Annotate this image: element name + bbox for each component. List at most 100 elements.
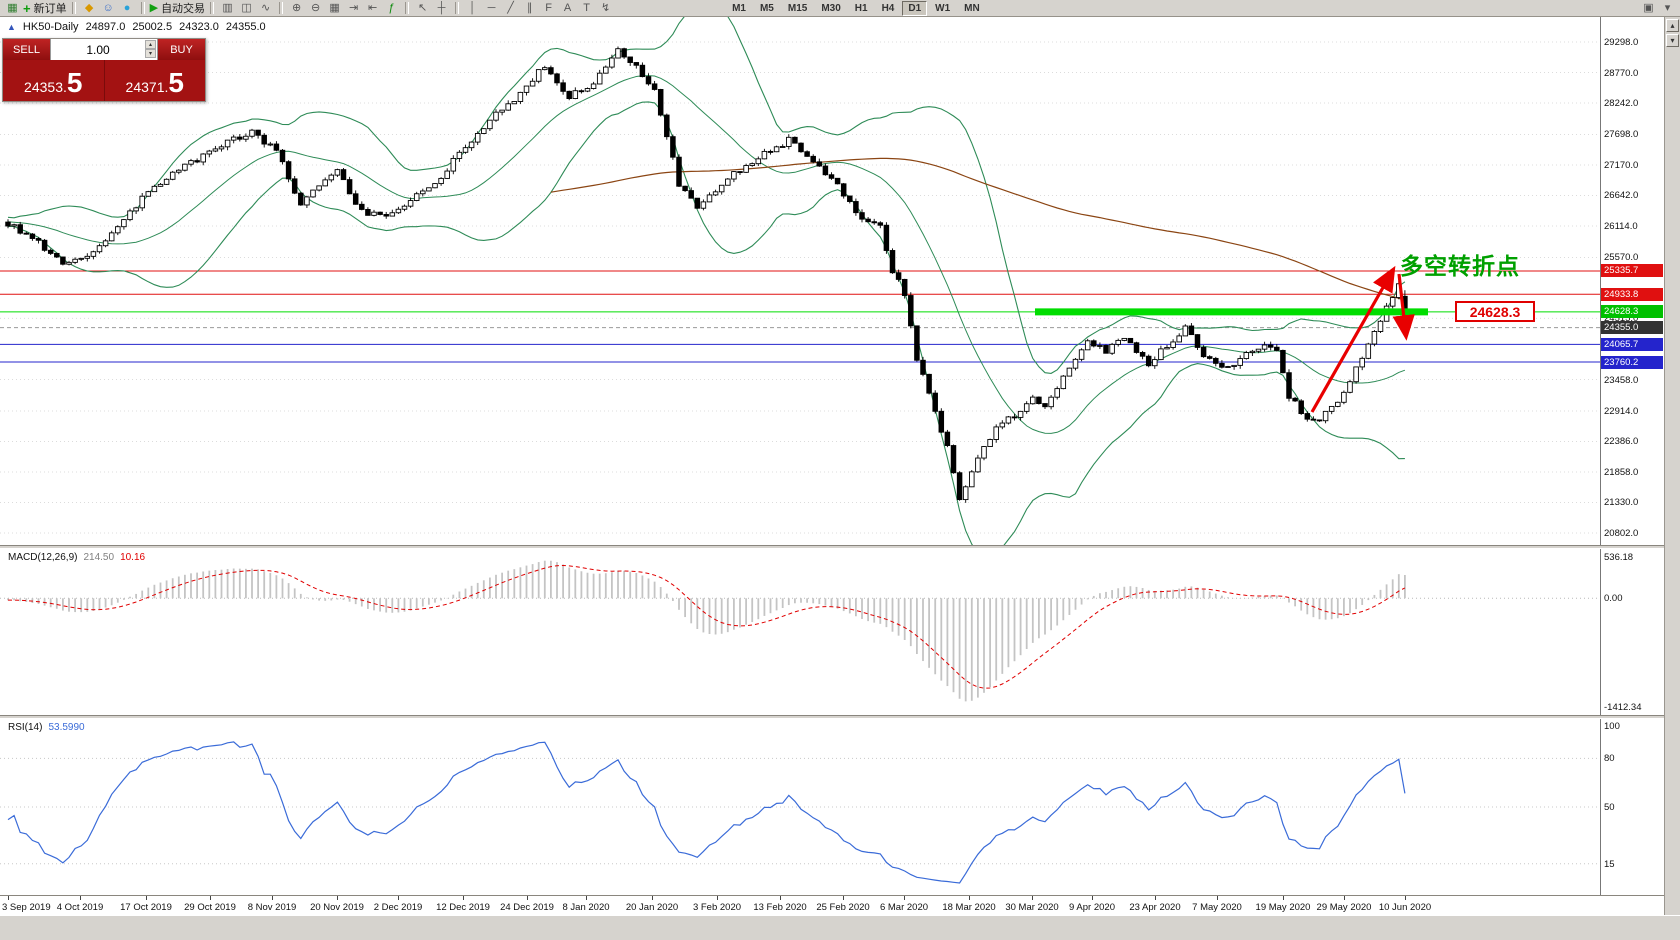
price-axis-label: 22914.0 bbox=[1604, 405, 1639, 417]
alerts-icon[interactable]: ◆ bbox=[84, 1, 94, 14]
macd-value-main: 214.50 bbox=[83, 552, 115, 563]
timeframe-m1[interactable]: M1 bbox=[732, 2, 746, 14]
arrows-icon[interactable]: ↯ bbox=[600, 1, 611, 14]
buy-price-big: 5 bbox=[168, 67, 184, 98]
macd-axis-label: 0.00 bbox=[1604, 593, 1623, 605]
line-chart-icon[interactable]: ∿ bbox=[260, 1, 271, 14]
date-label: 17 Oct 2019 bbox=[120, 902, 172, 913]
autotrading-icon[interactable]: ▶ 自动交易 bbox=[149, 1, 206, 15]
auto-scroll-icon[interactable]: ⇥ bbox=[348, 1, 359, 14]
one-click-trading-panel: SELL 1.00 ▴ ▾ BUY 24353. 5 24371. 5 bbox=[2, 38, 206, 102]
new-order-icon[interactable]: + 新订单 bbox=[23, 0, 67, 16]
price-axis-label: 27170.0 bbox=[1604, 159, 1639, 171]
ohlc-low: 24323.0 bbox=[179, 21, 219, 33]
macd-canvas[interactable] bbox=[0, 549, 1600, 715]
buy-price[interactable]: 24371. 5 bbox=[105, 60, 206, 101]
timeframe-m15[interactable]: M15 bbox=[787, 2, 808, 14]
timeframe-mn[interactable]: MN bbox=[964, 2, 980, 14]
rsi-canvas[interactable] bbox=[0, 719, 1600, 895]
date-tick bbox=[1217, 896, 1218, 900]
arrange-windows-icon[interactable]: ▣ bbox=[1643, 1, 1654, 14]
indicators-icon[interactable]: ƒ bbox=[388, 1, 395, 14]
buy-price-main: 24371. bbox=[125, 79, 169, 95]
date-tick bbox=[904, 896, 905, 900]
sell-price[interactable]: 24353. 5 bbox=[3, 60, 105, 101]
ohlc-high: 25002.5 bbox=[132, 21, 173, 33]
channel-icon[interactable]: ∥ bbox=[526, 1, 533, 14]
price-axis-label: 27698.0 bbox=[1604, 129, 1639, 141]
scroll-down-icon[interactable]: ▾ bbox=[1666, 34, 1679, 47]
date-tick bbox=[780, 896, 781, 900]
toolbar-separator bbox=[455, 2, 460, 14]
price-level-tag: 23760.2 bbox=[1601, 355, 1663, 369]
main-chart-canvas[interactable] bbox=[0, 17, 1600, 545]
bars-chart-icon[interactable]: ▥ bbox=[222, 1, 233, 14]
price-axis-label: 21330.0 bbox=[1604, 497, 1639, 509]
rsi-indicator-label: RSI(14) 53.5990 bbox=[8, 722, 85, 733]
date-label: 2 Dec 2019 bbox=[373, 902, 423, 913]
price-axis-label: 24515.0 bbox=[1604, 313, 1639, 325]
date-tick bbox=[398, 896, 399, 900]
timeframe-h4[interactable]: H4 bbox=[881, 2, 895, 14]
volume-down-icon[interactable]: ▾ bbox=[145, 49, 156, 58]
zoom-out-icon[interactable]: ⊖ bbox=[310, 1, 321, 14]
price-axis-label: 21858.0 bbox=[1604, 466, 1639, 478]
sell-button[interactable]: SELL bbox=[3, 39, 50, 60]
volume-up-icon[interactable]: ▴ bbox=[145, 40, 156, 49]
horizontal-line-icon[interactable]: ─ bbox=[487, 1, 496, 14]
date-label: 3 Sep 2019 bbox=[2, 902, 51, 913]
price-level-tag: 24933.8 bbox=[1601, 287, 1663, 301]
timeframe-m30[interactable]: M30 bbox=[821, 2, 841, 14]
vertical-line-icon[interactable]: │ bbox=[469, 1, 476, 14]
toolbar: ▦ + 新订单 ◆ ☺ ● ▶ 自动交易 ▥ ◫ ∿ ⊕ ⊖ ▦ ⇥ ⇤ ƒ ↖ ┼ │ ─ ╱ ∥ F A T ↯ M1 M5 M15 M… bbox=[0, 0, 1680, 17]
time-axis[interactable]: 3 Sep 2019 4 Oct 2019 17 Oct 2019 29 Oct 20… bbox=[0, 895, 1664, 915]
scroll-up-icon[interactable]: ▴ bbox=[1666, 19, 1679, 32]
crosshair-icon[interactable]: ┼ bbox=[437, 1, 446, 14]
timeframe-h1[interactable]: H1 bbox=[854, 2, 868, 14]
date-tick bbox=[1155, 896, 1156, 900]
chart-title: ▲ HK50-Daily 24897.0 25002.5 24323.0 243… bbox=[7, 21, 266, 33]
ohlc-close: 24355.0 bbox=[225, 21, 266, 33]
right-scroll-strip: ▴ ▾ bbox=[1664, 17, 1680, 915]
timeframe-d1[interactable]: D1 bbox=[902, 0, 928, 16]
date-label: 18 Mar 2020 bbox=[942, 902, 996, 913]
dropdown-icon[interactable]: ▾ bbox=[1664, 1, 1671, 14]
buy-button[interactable]: BUY bbox=[158, 39, 205, 60]
price-axis-label: 20802.0 bbox=[1604, 528, 1639, 539]
price-axis[interactable]: 29298.0 28770.0 28242.0 27698.0 27170.0 26642… bbox=[1601, 17, 1664, 895]
macd-value-signal: 10.16 bbox=[120, 552, 146, 563]
chart-symbol-period: HK50-Daily bbox=[22, 21, 79, 33]
timeframe-w1[interactable]: W1 bbox=[935, 2, 951, 14]
timeframe-m5[interactable]: M5 bbox=[759, 2, 774, 14]
ohlc-open: 24897.0 bbox=[85, 21, 126, 33]
trendline-icon[interactable]: ╱ bbox=[507, 1, 514, 14]
sell-price-big: 5 bbox=[66, 67, 83, 98]
date-tick bbox=[1344, 896, 1345, 900]
date-tick bbox=[80, 896, 81, 900]
news-icon[interactable]: ● bbox=[123, 1, 131, 14]
price-level-tag: 25335.7 bbox=[1601, 264, 1663, 278]
rsi-name: RSI(14) bbox=[8, 722, 43, 733]
cursor-icon[interactable]: ↖ bbox=[417, 1, 428, 14]
label-icon[interactable]: T bbox=[583, 1, 590, 14]
chart-shift-icon[interactable]: ⇤ bbox=[367, 1, 378, 14]
fibonacci-icon[interactable]: F bbox=[545, 1, 552, 14]
zoom-in-icon[interactable]: ⊕ bbox=[291, 1, 302, 14]
date-label: 8 Nov 2019 bbox=[247, 902, 297, 913]
chart-icon: ▲ bbox=[7, 22, 16, 32]
new-chart-icon[interactable]: ▦ bbox=[7, 1, 18, 14]
profile-icon[interactable]: ☺ bbox=[102, 1, 114, 14]
date-tick bbox=[8, 896, 9, 900]
tile-windows-icon[interactable]: ▦ bbox=[329, 1, 340, 14]
level-price-label[interactable]: 24628.3 bbox=[1455, 301, 1535, 322]
panel-splitter[interactable] bbox=[0, 715, 1664, 719]
price-axis-label: 22386.0 bbox=[1604, 436, 1639, 448]
volume-field[interactable]: 1.00 ▴ ▾ bbox=[50, 39, 158, 60]
date-tick bbox=[652, 896, 653, 900]
panel-splitter[interactable] bbox=[0, 545, 1664, 549]
turning-point-annotation[interactable]: 多空转折点 bbox=[1400, 253, 1520, 279]
candles-chart-icon[interactable]: ◫ bbox=[241, 1, 252, 14]
text-icon[interactable]: A bbox=[563, 1, 572, 14]
date-label: 20 Nov 2019 bbox=[310, 902, 364, 913]
date-tick bbox=[969, 896, 970, 900]
